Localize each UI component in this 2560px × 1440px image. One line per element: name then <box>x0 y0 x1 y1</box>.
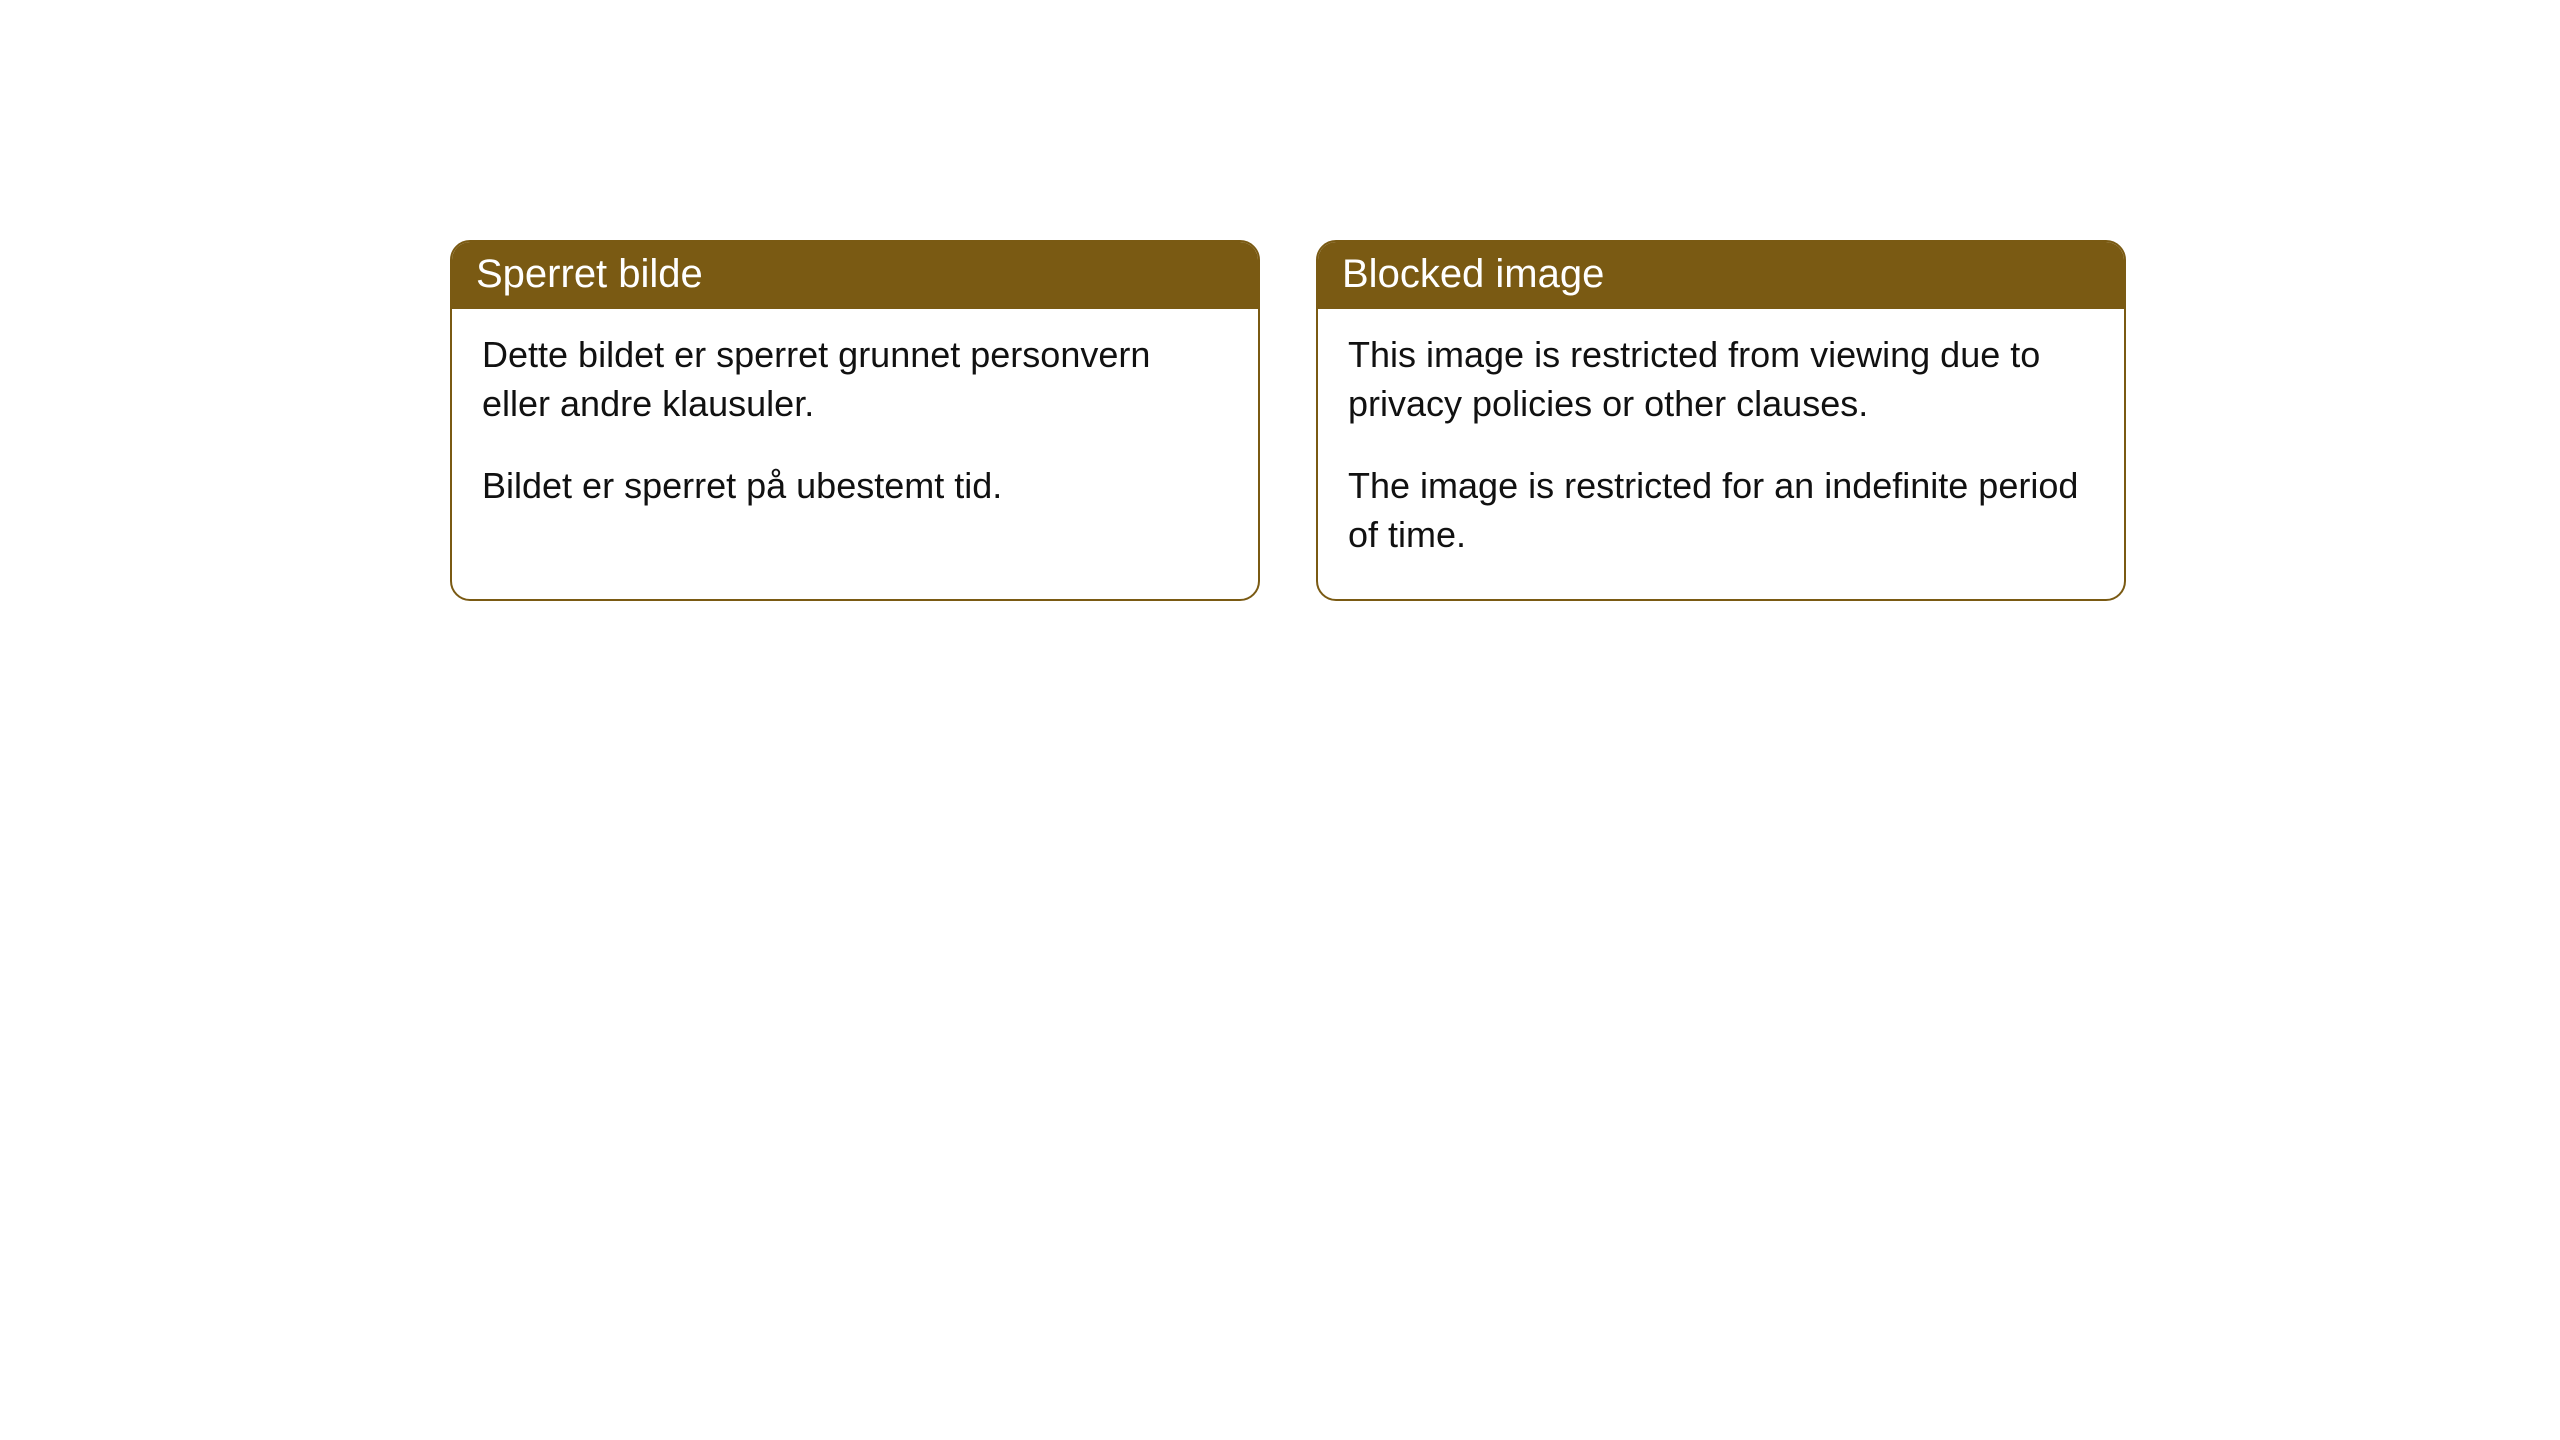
card-body: This image is restricted from viewing du… <box>1318 309 2124 599</box>
card-title: Sperret bilde <box>476 252 703 296</box>
card-title: Blocked image <box>1342 252 1604 296</box>
card-header: Blocked image <box>1318 242 2124 309</box>
notice-cards-container: Sperret bilde Dette bildet er sperret gr… <box>0 0 2560 601</box>
card-paragraph: Dette bildet er sperret grunnet personve… <box>482 331 1228 428</box>
notice-card-norwegian: Sperret bilde Dette bildet er sperret gr… <box>450 240 1260 601</box>
card-paragraph: The image is restricted for an indefinit… <box>1348 462 2094 559</box>
notice-card-english: Blocked image This image is restricted f… <box>1316 240 2126 601</box>
card-paragraph: This image is restricted from viewing du… <box>1348 331 2094 428</box>
card-header: Sperret bilde <box>452 242 1258 309</box>
card-paragraph: Bildet er sperret på ubestemt tid. <box>482 462 1228 511</box>
card-body: Dette bildet er sperret grunnet personve… <box>452 309 1258 551</box>
